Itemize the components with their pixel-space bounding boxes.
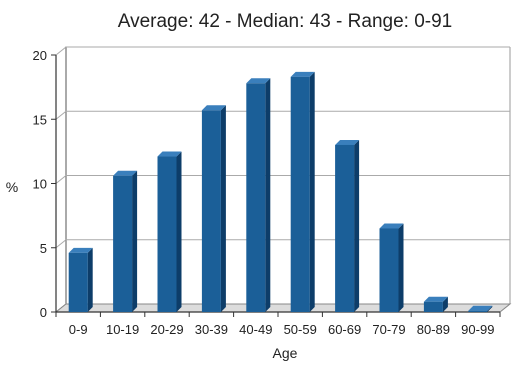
y-tick-label-1: 5 xyxy=(40,241,47,256)
y-axis-label: % xyxy=(6,179,18,195)
bar-top-50-59 xyxy=(290,71,315,77)
bar-0-9 xyxy=(68,252,88,312)
bar-top-40-49 xyxy=(246,78,271,84)
x-tick-label-20-29: 20-29 xyxy=(150,322,183,337)
bar-top-60-69 xyxy=(335,139,360,145)
bar-top-10-19 xyxy=(113,170,138,176)
bar-40-49 xyxy=(246,83,266,313)
bar-side-70-79 xyxy=(398,223,404,312)
gridline-diag-2 xyxy=(55,175,67,184)
bar-top-0-9 xyxy=(68,247,93,253)
x-tick-label-30-39: 30-39 xyxy=(195,322,228,337)
bar-top-30-39 xyxy=(201,105,226,111)
bar-70-79 xyxy=(379,228,399,312)
bar-side-10-19 xyxy=(132,170,138,312)
x-tick-label-60-69: 60-69 xyxy=(328,322,361,337)
chart-title: Average: 42 - Median: 43 - Range: 0-91 xyxy=(118,11,452,32)
x-axis-label: Age xyxy=(273,345,298,361)
y-tick-label-2: 10 xyxy=(33,177,47,192)
bar-side-60-69 xyxy=(354,139,360,312)
x-tick-label-40-49: 40-49 xyxy=(239,322,272,337)
bar-90-99 xyxy=(468,310,488,312)
x-tick-label-0-9: 0-9 xyxy=(69,322,88,337)
bar-side-40-49 xyxy=(265,78,271,313)
x-tick-label-50-59: 50-59 xyxy=(284,322,317,337)
plot-area: 0 5 10 15 20 0-9 10-19 20-29 30-39 40-49 50-59 60-6… xyxy=(33,46,512,337)
y-tick-label-0: 0 xyxy=(40,305,47,320)
bar-60-69 xyxy=(335,144,355,312)
y-tick-label-3: 15 xyxy=(33,112,47,127)
bar-80-89 xyxy=(423,301,443,312)
x-tick-label-10-19: 10-19 xyxy=(106,322,139,337)
gridline-diag-4 xyxy=(55,46,67,56)
x-tick-label-80-89: 80-89 xyxy=(417,322,450,337)
bar-side-90-99 xyxy=(487,305,493,312)
gridline-diag-1 xyxy=(55,239,67,249)
x-tick-label-90-99: 90-99 xyxy=(461,322,494,337)
bar-top-70-79 xyxy=(379,223,404,229)
y-tick-label-4: 20 xyxy=(33,48,47,63)
bar-50-59 xyxy=(290,76,310,312)
bar-30-39 xyxy=(201,110,221,312)
gridline-diag-3 xyxy=(55,110,67,120)
bar-side-20-29 xyxy=(176,151,182,312)
bar-top-90-99 xyxy=(468,305,493,311)
bar-20-29 xyxy=(157,156,177,312)
bar-top-80-89 xyxy=(423,296,448,302)
bar-side-50-59 xyxy=(309,71,315,312)
bar-top-20-29 xyxy=(157,151,182,157)
bar-10-19 xyxy=(113,175,133,312)
bar-side-80-89 xyxy=(442,296,448,312)
x-tick-label-70-79: 70-79 xyxy=(372,322,405,337)
bar-side-30-39 xyxy=(220,105,226,312)
bar-side-0-9 xyxy=(87,247,93,312)
